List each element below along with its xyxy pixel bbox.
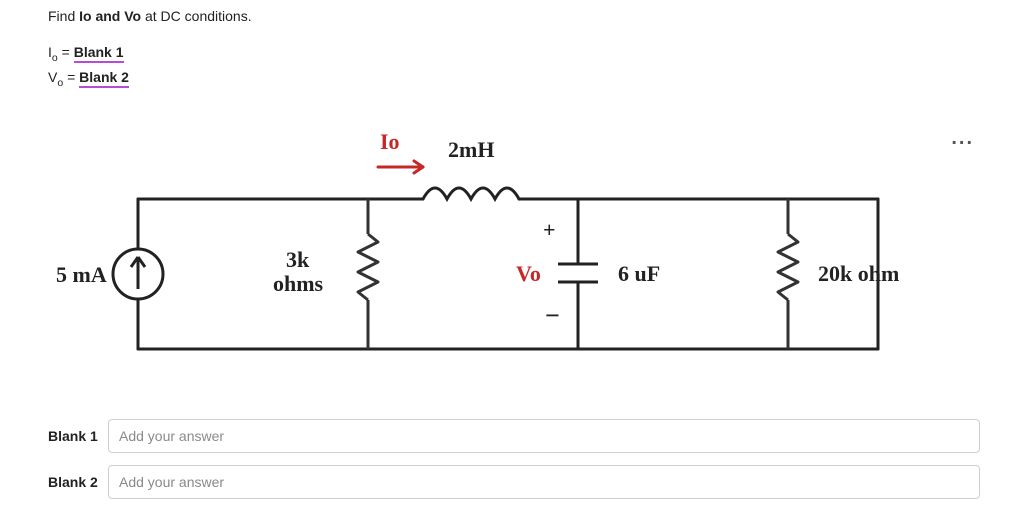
answer-row-1: Blank 1 xyxy=(48,419,980,453)
blank1-link[interactable]: Blank 1 xyxy=(74,44,124,63)
r1-bot-label: ohms xyxy=(273,271,324,296)
blank1-input[interactable] xyxy=(108,419,980,453)
prompt-tail: at DC conditions. xyxy=(141,8,252,24)
question-prompt: Find Io and Vo at DC conditions. xyxy=(48,8,980,24)
r2-label: 20k ohm xyxy=(818,261,899,286)
eq2-lhs: V xyxy=(48,69,57,85)
eq2-eq: = xyxy=(63,69,79,85)
vo-label: Vo xyxy=(516,261,541,286)
blank1-label: Blank 1 xyxy=(48,428,108,444)
cap-label: 6 uF xyxy=(618,261,660,286)
prompt-find: Find xyxy=(48,8,79,24)
more-menu-icon[interactable]: ... xyxy=(951,127,974,150)
plus-label: + xyxy=(543,217,556,242)
minus-label: − xyxy=(545,301,560,330)
equation-vo: Vo = Blank 2 xyxy=(48,67,980,92)
equation-io: Io = Blank 1 xyxy=(48,42,980,67)
answer-row-2: Blank 2 xyxy=(48,465,980,499)
blank2-link[interactable]: Blank 2 xyxy=(79,69,129,88)
blank2-input[interactable] xyxy=(108,465,980,499)
circuit-svg: 5 mA 3k ohms 2mH + − 6 uF 20k ohm Io Vo xyxy=(48,119,978,399)
eq1-eq: = xyxy=(58,44,74,60)
io-label: Io xyxy=(380,129,400,154)
inductor-label: 2mH xyxy=(448,137,494,162)
circuit-figure: ... xyxy=(48,119,980,399)
prompt-iovo: Io and Vo xyxy=(79,8,141,24)
source-label: 5 mA xyxy=(56,262,107,287)
r1-top-label: 3k xyxy=(286,247,310,272)
answers-block: Blank 1 Blank 2 xyxy=(48,419,980,499)
blank2-label: Blank 2 xyxy=(48,474,108,490)
